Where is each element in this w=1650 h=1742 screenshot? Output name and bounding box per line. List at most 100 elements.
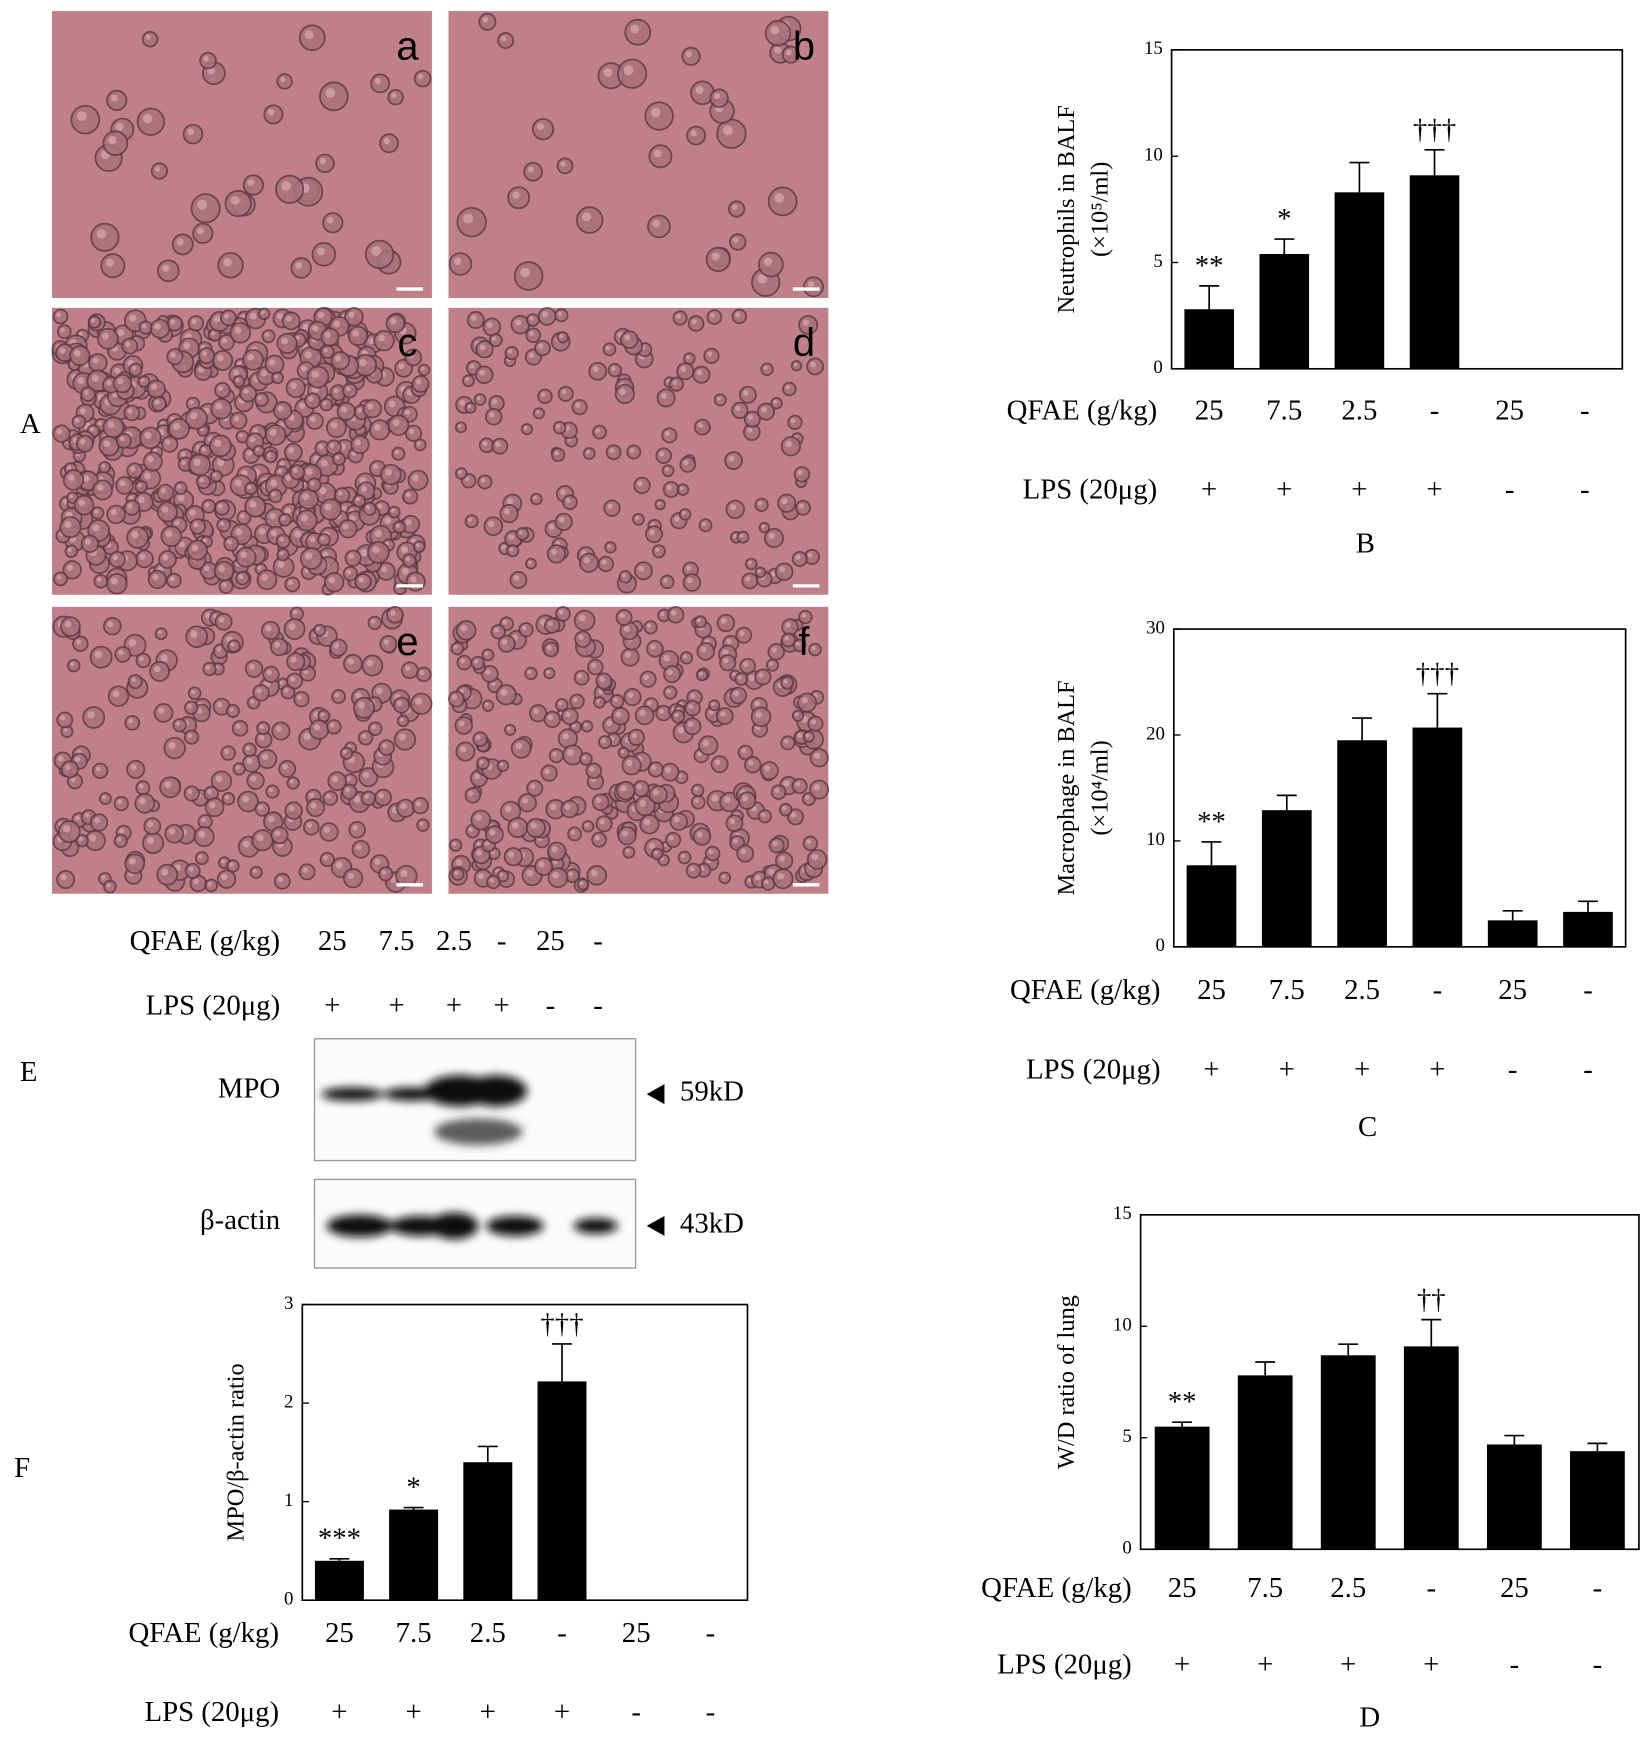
cell-highlight — [249, 436, 256, 443]
cell-highlight — [454, 870, 459, 875]
cell-highlight — [347, 658, 354, 665]
cell-highlight — [131, 677, 136, 683]
cell-highlight — [374, 529, 382, 538]
cell-highlight — [238, 433, 243, 438]
cell — [593, 696, 606, 709]
cell-highlight — [535, 410, 540, 414]
cell-highlight — [211, 331, 216, 336]
cell — [107, 685, 130, 707]
cell — [537, 307, 557, 326]
cell-highlight — [60, 715, 66, 721]
cell-highlight — [323, 347, 328, 353]
lane-label: - — [546, 989, 556, 1021]
y-axis-label: MPO/β-actin ratio — [223, 1363, 250, 1541]
actin-band — [429, 1212, 479, 1240]
y-axis-label: Macrophage in BALF — [1053, 680, 1080, 895]
cell-highlight — [665, 431, 671, 437]
cell — [401, 661, 419, 680]
cell — [772, 868, 794, 890]
cell-highlight — [745, 576, 751, 582]
cell-highlight — [528, 352, 535, 358]
cell — [411, 375, 430, 393]
cell — [718, 871, 732, 885]
bar — [314, 1560, 364, 1601]
cell — [164, 823, 185, 844]
cell-highlight — [128, 639, 137, 647]
cell-highlight — [285, 475, 292, 481]
cell — [225, 704, 240, 719]
cell — [698, 735, 719, 756]
cell-highlight — [309, 792, 315, 798]
cell-highlight — [170, 319, 176, 325]
cell-highlight — [117, 378, 124, 385]
cell — [567, 826, 583, 842]
cell-highlight — [223, 257, 232, 267]
cell-highlight — [391, 508, 395, 513]
bar — [463, 1462, 513, 1601]
category-label: - — [1583, 974, 1593, 1006]
cell-highlight — [232, 369, 240, 376]
cell-highlight — [316, 626, 321, 631]
cell — [550, 447, 566, 462]
cell-highlight — [755, 711, 762, 718]
cell — [360, 790, 377, 806]
cell-highlight — [60, 327, 65, 333]
cell-highlight — [235, 723, 241, 730]
cell-highlight — [723, 658, 729, 664]
cell — [476, 756, 490, 771]
cell — [319, 498, 342, 521]
cell-highlight — [277, 468, 283, 474]
cell-highlight — [805, 795, 810, 800]
cell-highlight — [672, 380, 678, 385]
cell — [547, 841, 567, 862]
cell — [651, 544, 666, 559]
micrograph-label: b — [793, 24, 815, 68]
cell-highlight — [67, 474, 75, 481]
cell-highlight — [607, 544, 611, 548]
cell-highlight — [420, 366, 425, 371]
cell-highlight — [101, 875, 106, 880]
cell-highlight — [304, 351, 312, 359]
cell-highlight — [781, 498, 788, 505]
cell-highlight — [345, 787, 351, 793]
cell — [168, 417, 190, 440]
cell — [204, 797, 225, 818]
cell — [623, 687, 642, 707]
cell-highlight — [334, 692, 340, 698]
cell — [578, 552, 599, 573]
cell-highlight — [624, 651, 631, 659]
cell — [212, 349, 234, 371]
cell — [242, 742, 257, 758]
cell-highlight — [224, 313, 230, 319]
cell — [525, 817, 546, 838]
cell — [254, 801, 270, 817]
cell-highlight — [288, 622, 296, 631]
cell — [735, 626, 753, 644]
cell — [462, 374, 475, 388]
cell-highlight — [384, 517, 392, 525]
cell-highlight — [281, 337, 289, 345]
cell-highlight — [416, 441, 421, 446]
cell — [166, 348, 184, 366]
cell-highlight — [506, 498, 514, 505]
cell-highlight — [482, 441, 488, 446]
cell — [571, 399, 588, 416]
cell-highlight — [581, 212, 591, 222]
cell — [470, 809, 492, 831]
cell-highlight — [250, 775, 257, 782]
cell-highlight — [177, 484, 182, 489]
cell-highlight — [257, 395, 263, 401]
cell-highlight — [62, 825, 71, 833]
cell-highlight — [785, 49, 792, 56]
cell-highlight — [84, 812, 90, 818]
cell — [736, 844, 755, 863]
cell-highlight — [795, 641, 801, 646]
cell — [97, 327, 119, 350]
cell — [531, 118, 555, 141]
cell — [555, 606, 571, 622]
cell — [198, 347, 216, 365]
cell — [264, 424, 287, 446]
bar — [1409, 175, 1460, 369]
cell-highlight — [377, 503, 383, 509]
cell-highlight — [501, 544, 506, 550]
